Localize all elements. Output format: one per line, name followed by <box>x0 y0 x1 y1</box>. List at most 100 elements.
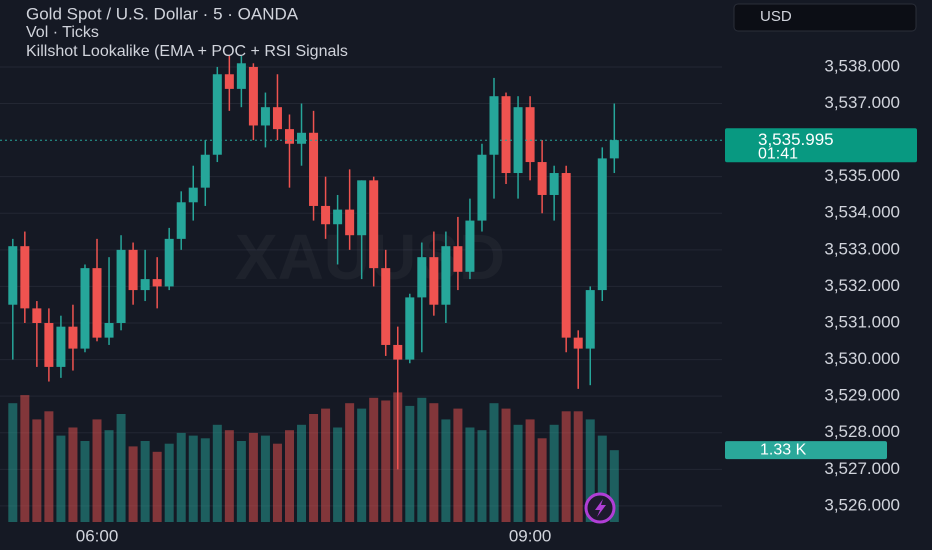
last-price-box <box>725 128 917 163</box>
volume-bar <box>92 419 102 522</box>
indicator-label: Killshot Lookalike (EMA + POC + RSI Sign… <box>26 43 348 60</box>
chart-title: Gold Spot / U.S. Dollar · 5 · OANDA <box>26 4 299 23</box>
volume-bar <box>561 411 571 522</box>
candle-body <box>68 326 78 349</box>
candle-body <box>573 337 583 349</box>
candle-body <box>393 344 403 360</box>
volume-bar <box>224 430 234 522</box>
volume-bar <box>501 408 511 522</box>
candle-body <box>369 180 379 269</box>
volume-bar <box>345 403 355 522</box>
candle-body <box>501 96 511 174</box>
volume-bar <box>56 435 66 522</box>
candle-body <box>164 238 174 287</box>
volume-bar <box>68 427 78 522</box>
volume-bar <box>489 403 499 522</box>
volume-bar <box>369 397 379 522</box>
volume-bar <box>152 451 162 522</box>
last-volume-label: 1.33 K <box>760 441 807 458</box>
candle-body <box>549 173 559 195</box>
volume-bar <box>417 397 427 522</box>
candle-body <box>152 279 162 287</box>
volume-bar <box>272 443 282 522</box>
volume-bar <box>164 443 174 522</box>
volume-bar <box>441 419 451 522</box>
candle-body <box>80 268 90 349</box>
candle-body <box>345 209 355 236</box>
volume-bar <box>44 411 54 522</box>
candle-body <box>417 257 427 298</box>
candle-body <box>116 249 126 324</box>
volume-bar <box>236 441 246 522</box>
volume-bar <box>333 427 343 522</box>
volume-bar <box>381 400 391 522</box>
volume-bar <box>200 438 210 522</box>
volume-bar <box>248 432 258 522</box>
candle-body <box>284 129 294 144</box>
candle-body <box>597 158 607 291</box>
y-tick-label: 3,526.000 <box>824 495 900 514</box>
candle-body <box>236 63 246 89</box>
x-tick-label: 09:00 <box>509 526 552 545</box>
currency-label[interactable]: USD <box>760 8 792 25</box>
candle-body <box>56 326 66 367</box>
volume-bar <box>188 435 198 522</box>
candle-body <box>441 246 451 305</box>
volume-bar <box>140 441 150 522</box>
candle-body <box>200 154 210 188</box>
candle-body <box>32 308 42 324</box>
candle-body <box>381 268 391 345</box>
candle-body <box>489 96 499 155</box>
candle-body <box>44 323 54 367</box>
volume-bar <box>549 424 559 522</box>
x-tick-label: 06:00 <box>76 526 119 545</box>
candle-body <box>20 246 30 309</box>
volume-bar <box>453 408 463 522</box>
candle-body <box>8 246 18 305</box>
y-tick-label: 3,533.000 <box>824 239 900 258</box>
candle-body <box>465 220 475 272</box>
y-tick-label: 3,527.000 <box>824 459 900 478</box>
y-tick-label: 3,535.000 <box>824 166 900 185</box>
last-volume-box <box>725 441 887 460</box>
volume-bar <box>176 432 186 522</box>
volume-bar <box>429 403 439 522</box>
volume-bar <box>585 419 595 522</box>
candle-body <box>453 246 463 272</box>
volume-bar <box>212 424 222 522</box>
currency-button[interactable] <box>733 3 917 32</box>
candle-body <box>260 107 270 126</box>
volume-bar <box>284 430 294 522</box>
candle-body <box>128 249 138 291</box>
volume-bar <box>537 438 547 522</box>
volume-bar <box>513 424 523 522</box>
axis: 3,526.000 3,527.000 3,528.000 3,529.000 3,53… <box>76 56 917 545</box>
volume-bar <box>525 419 535 522</box>
candle-body <box>321 205 331 225</box>
candle-body <box>537 162 547 195</box>
volume-bar <box>357 408 367 522</box>
last-price-label: 3,535.995 <box>758 130 834 149</box>
volume-bar <box>321 408 331 522</box>
candle-body <box>212 74 222 155</box>
plot <box>0 55 722 522</box>
y-tick-label: 3,538.000 <box>824 56 900 75</box>
candle-body <box>188 187 198 203</box>
volume-bar <box>405 405 415 522</box>
volume-bar <box>104 430 114 522</box>
indicator-label: Vol · Ticks <box>26 24 99 41</box>
volume-bar <box>116 414 126 522</box>
volume-bar <box>260 435 270 522</box>
candle-body <box>477 154 487 221</box>
volume-bar <box>465 427 475 522</box>
volume-bar <box>32 419 42 522</box>
volume-bar <box>597 435 607 522</box>
volume-bar <box>297 424 307 522</box>
y-tick-label: 3,530.000 <box>824 349 900 368</box>
y-tick-label: 3,529.000 <box>824 386 900 405</box>
candle-body <box>513 107 523 174</box>
candle-body <box>585 290 595 349</box>
candle-body <box>309 132 319 206</box>
